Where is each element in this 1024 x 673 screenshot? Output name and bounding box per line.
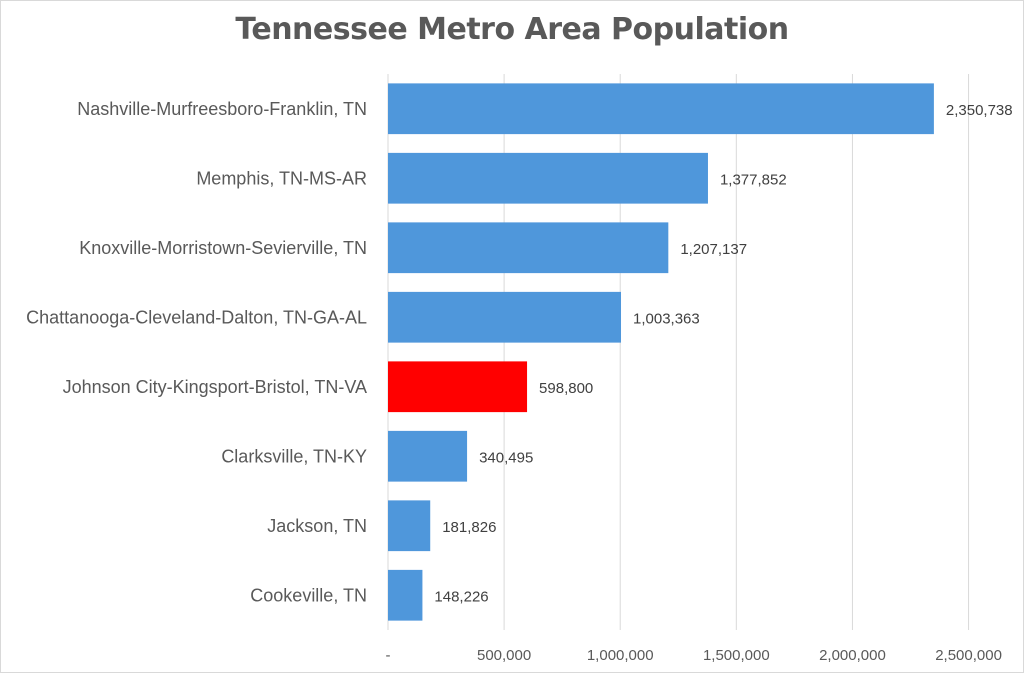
x-tick-label: - <box>386 647 391 664</box>
chart-title: Tennessee Metro Area Population <box>235 12 789 47</box>
bar <box>388 222 669 274</box>
data-label: 1,003,363 <box>633 310 700 327</box>
data-label: 181,826 <box>442 519 496 536</box>
category-label: Nashville-Murfreesboro-Franklin, TN <box>77 99 367 119</box>
category-label: Knoxville-Morristown-Sevierville, TN <box>79 238 367 258</box>
bar <box>388 83 934 135</box>
x-tick-label: 2,000,000 <box>819 647 886 664</box>
bar <box>388 152 708 204</box>
bar <box>388 569 423 621</box>
x-tick-label: 1,500,000 <box>703 647 770 664</box>
category-label: Clarksville, TN-KY <box>221 446 367 466</box>
data-label: 1,377,852 <box>720 171 787 188</box>
bar <box>388 291 622 343</box>
category-label: Cookeville, TN <box>250 585 367 605</box>
bar <box>388 430 468 482</box>
bar <box>388 500 431 552</box>
data-label: 1,207,137 <box>680 241 747 258</box>
category-label: Jackson, TN <box>267 516 367 536</box>
data-label: 598,800 <box>539 380 593 397</box>
bar <box>388 361 528 413</box>
category-label: Chattanooga-Cleveland-Dalton, TN-GA-AL <box>26 307 367 327</box>
x-tick-label: 1,000,000 <box>587 647 654 664</box>
category-label: Memphis, TN-MS-AR <box>196 168 367 188</box>
data-label: 148,226 <box>434 588 488 605</box>
category-label: Johnson City-Kingsport-Bristol, TN-VA <box>63 377 367 397</box>
x-tick-label: 500,000 <box>477 647 531 664</box>
x-tick-label: 2,500,000 <box>935 647 1002 664</box>
data-label: 340,495 <box>479 449 533 466</box>
data-label: 2,350,738 <box>946 102 1013 119</box>
